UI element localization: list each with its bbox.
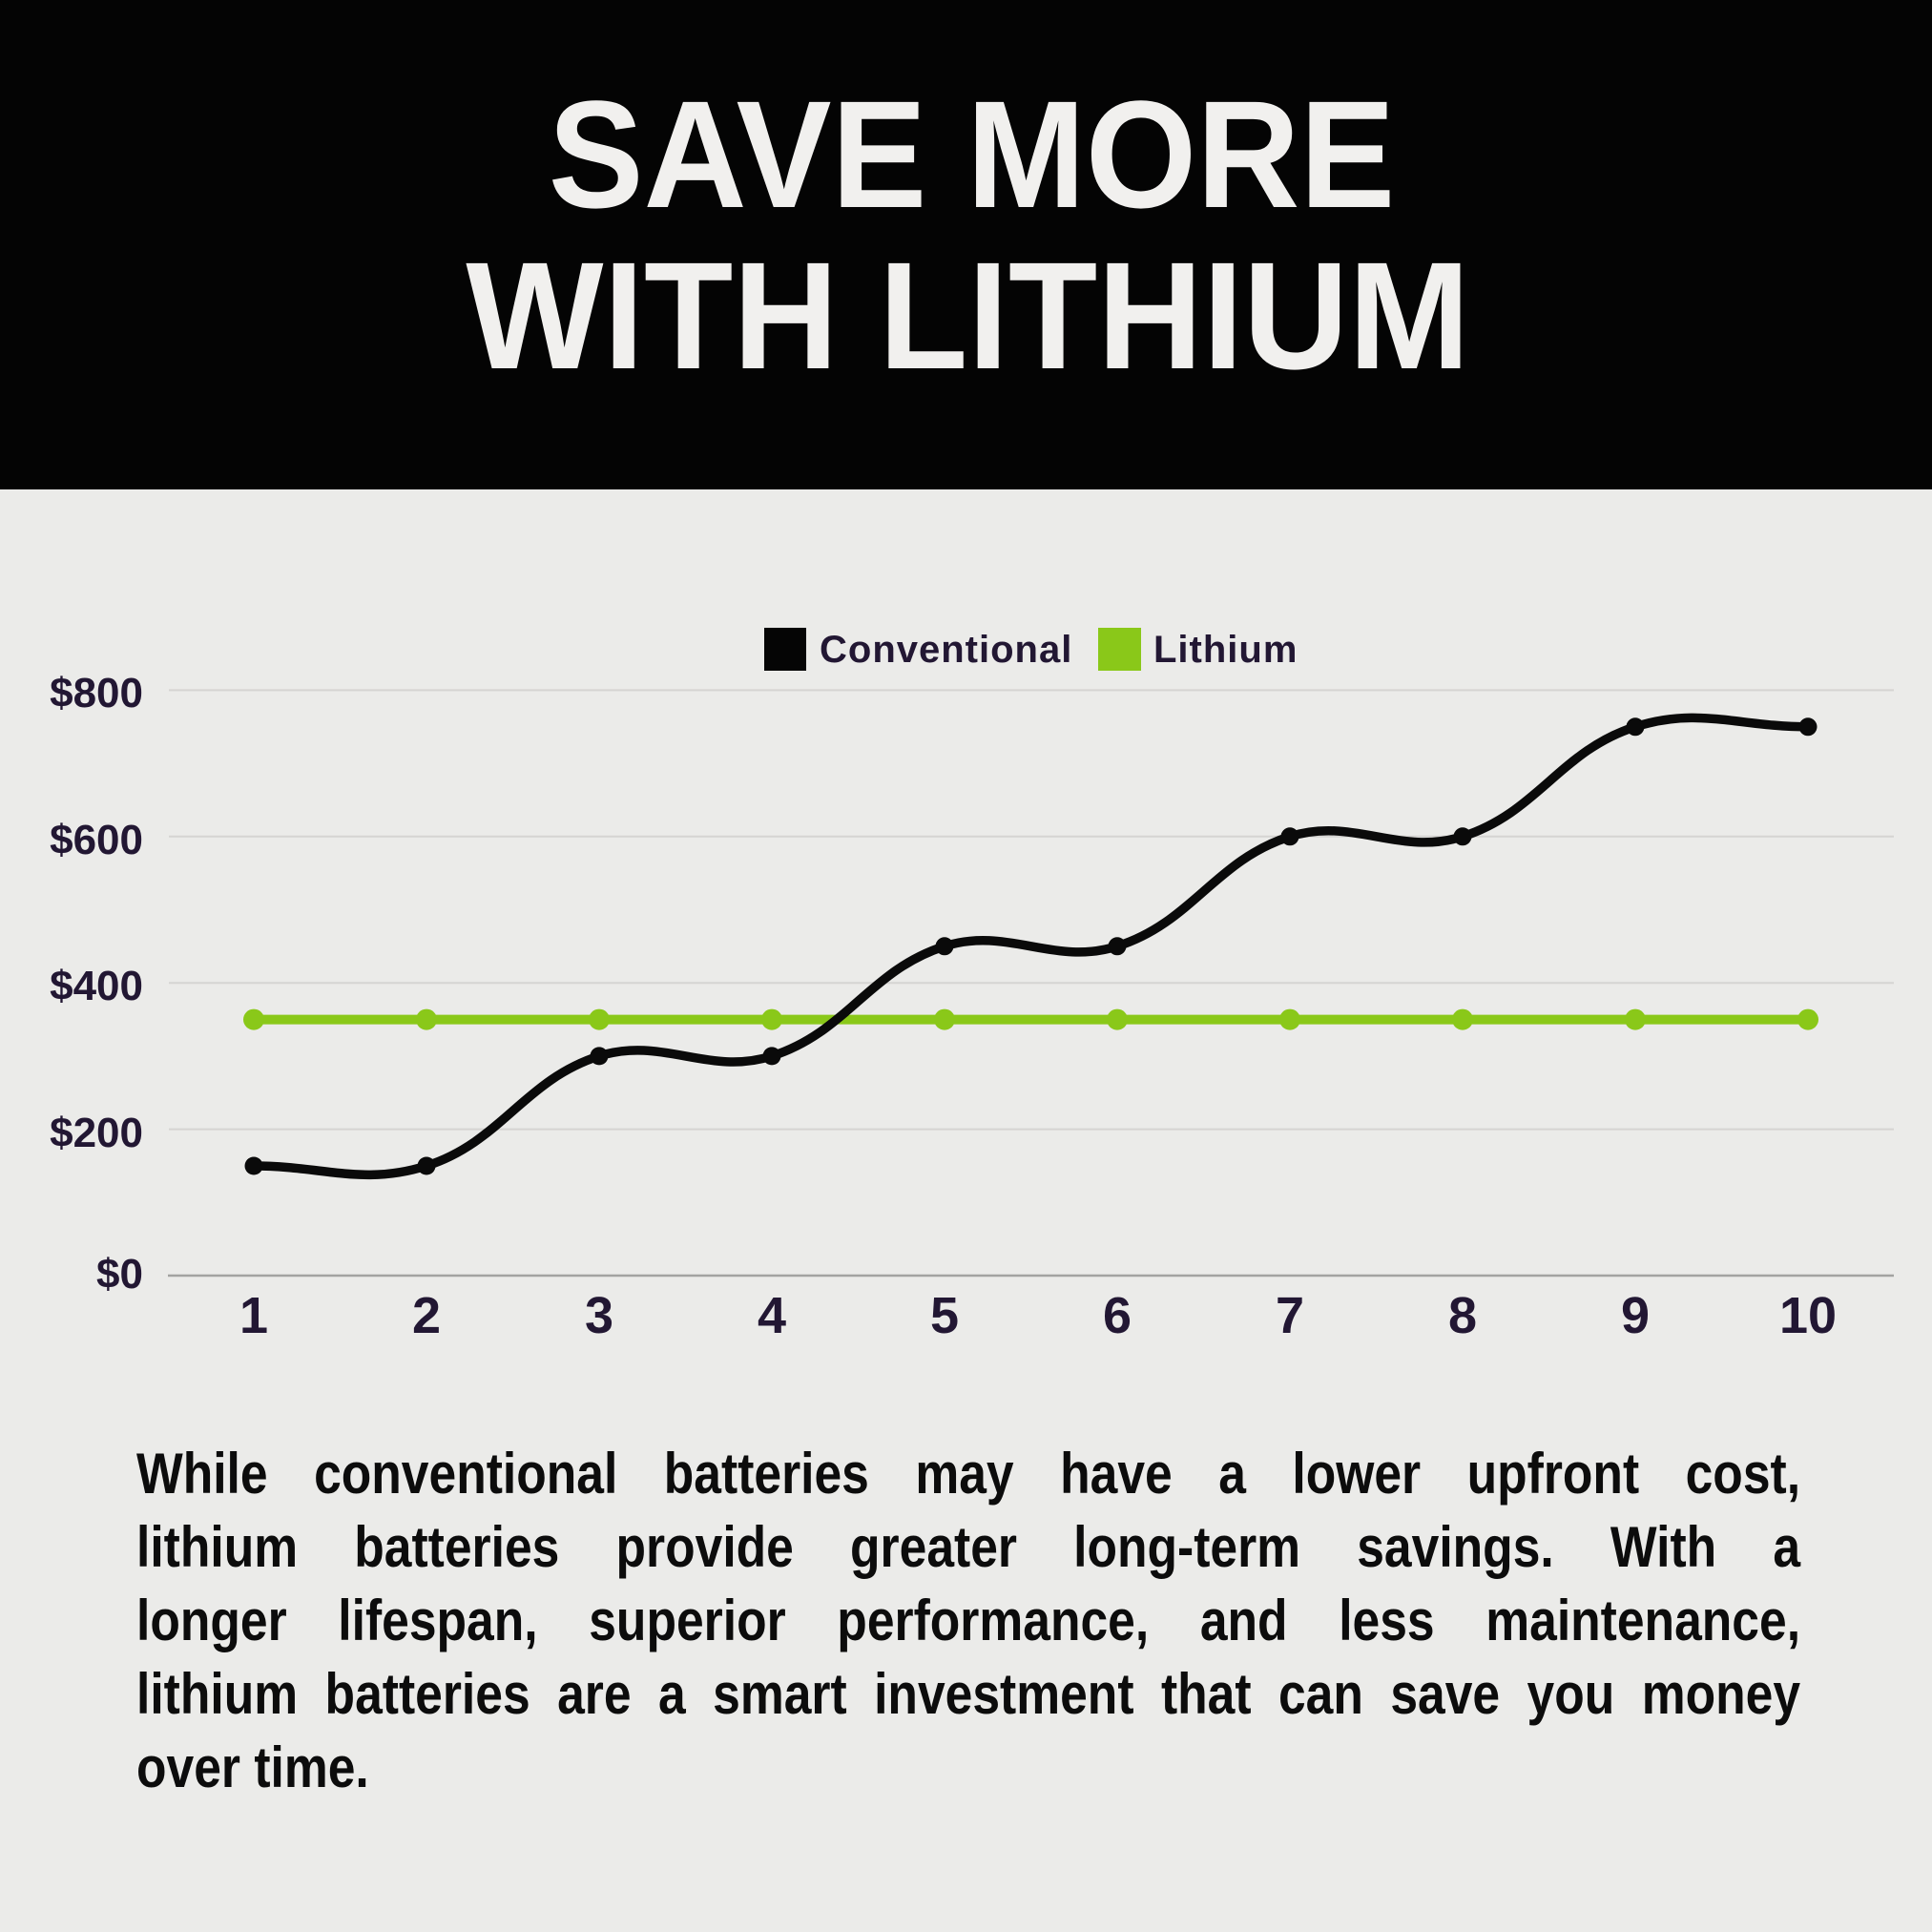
svg-text:$600: $600 — [50, 817, 143, 863]
svg-text:10: 10 — [1779, 1287, 1837, 1344]
svg-text:9: 9 — [1621, 1287, 1650, 1344]
svg-text:3: 3 — [585, 1287, 613, 1344]
svg-text:8: 8 — [1448, 1287, 1477, 1344]
svg-text:7: 7 — [1276, 1287, 1304, 1344]
svg-text:6: 6 — [1103, 1287, 1132, 1344]
svg-text:4: 4 — [758, 1287, 786, 1344]
svg-text:Lithium: Lithium — [1153, 629, 1298, 671]
svg-text:Conventional: Conventional — [820, 629, 1072, 671]
svg-text:$200: $200 — [50, 1110, 143, 1156]
svg-text:1: 1 — [239, 1287, 268, 1344]
svg-text:2: 2 — [412, 1287, 441, 1344]
svg-text:$400: $400 — [50, 963, 143, 1009]
svg-text:$0: $0 — [96, 1251, 143, 1298]
svg-text:$800: $800 — [50, 670, 143, 717]
svg-text:5: 5 — [930, 1287, 959, 1344]
